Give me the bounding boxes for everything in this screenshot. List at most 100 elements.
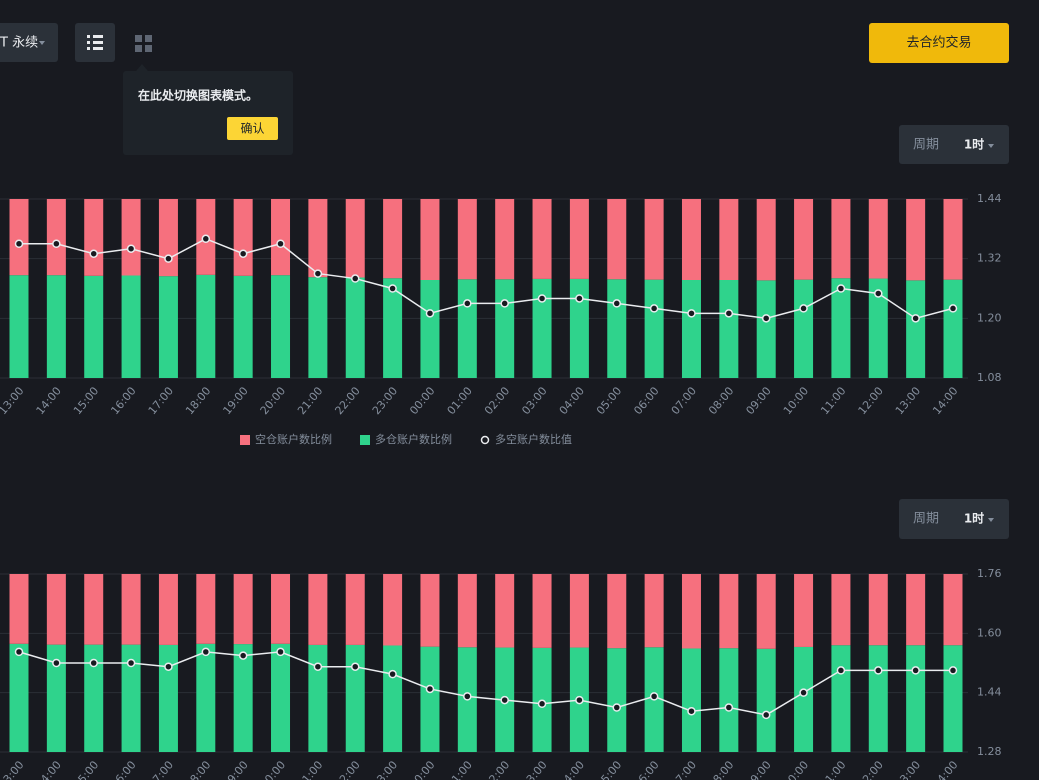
legend-swatch [360,435,370,445]
bar-segment [719,279,739,378]
y-tick-label: 1.44 [977,686,1002,699]
icon [145,35,152,42]
bar-segment [868,574,888,646]
ratio-point [537,699,547,709]
bar-segment [9,574,29,644]
icon [93,41,103,44]
selector-bg [899,125,1009,164]
selector-bg [899,499,1009,539]
bar-segment [121,275,141,378]
tooltip-bg [123,71,293,155]
list-view-button[interactable] [75,23,115,62]
ratio-point [164,254,173,263]
bar-segment [420,199,440,280]
bar-segment [532,574,552,648]
ratio-point [350,274,360,283]
bar-segment [906,574,926,646]
ratio-point [425,684,435,694]
legend-label: 多仓账户数比例 [375,432,452,446]
icon [87,41,90,44]
bar-segment [569,574,589,648]
bar-segment [84,199,104,276]
bar-segment [420,279,440,378]
bar-segment [906,199,926,281]
confirm-button[interactable]: 确认 [227,117,278,140]
bar-segment [271,199,291,276]
bar-segment [719,648,739,752]
bar-segment [345,574,365,645]
bar-segment [794,646,814,752]
period-value: 1时 [964,137,984,152]
bar-segment [457,574,477,648]
ratio-point [761,314,771,323]
ratio-point [126,658,136,668]
contract-dropdown[interactable]: T 永续 [0,23,58,62]
bar-segment [383,199,403,279]
bar-segment [756,574,776,649]
period-selector[interactable]: 周期 1时 [899,499,1009,539]
ratio-point [799,304,808,313]
ratio-point [836,284,846,293]
bar-segment [233,574,253,645]
bar-segment [719,199,739,280]
bar-segment [308,199,328,278]
bar-segment [383,574,403,646]
bar-segment [906,645,926,752]
icon [135,35,142,42]
bar-segment [46,199,66,276]
contract-label: T 永续 [0,36,38,51]
bar-segment [794,199,814,280]
ratio-point [575,294,584,303]
icon [93,35,103,38]
ratio-point [948,304,958,313]
bar-segment [121,574,141,645]
bar-segment [607,279,627,378]
bar-segment [158,644,178,752]
bar-segment [457,199,477,280]
ratio-point [649,304,659,313]
ratio-point [612,703,622,712]
legend-label: 多空账户数比值 [495,432,572,446]
bar-segment [271,275,291,378]
bar-segment [681,279,701,378]
bar-segment [868,199,888,279]
trade-button[interactable]: 去合约交易 [869,23,1009,63]
bar-segment [831,278,851,378]
bar-segment [943,199,963,280]
bar-segment [9,199,29,276]
bar-segment [607,199,627,280]
ratio-point [687,706,696,716]
bar-segment [420,646,440,752]
bar-segment [495,199,515,280]
bar-segment [794,279,814,378]
bar-segment [308,574,328,645]
bar-segment [831,199,851,279]
ratio-point [463,692,472,701]
bar-segment [345,644,365,752]
bar-segment [756,648,776,752]
ratio-point [612,299,622,308]
ratio-point [948,666,958,675]
y-tick-label: 1.60 [977,626,1002,639]
ratio-point [89,249,98,258]
bar-segment [158,574,178,645]
icon [87,35,90,38]
ratio-point [276,647,285,657]
bar-segment [943,574,963,646]
icon [145,45,152,52]
period-value: 1时 [964,511,984,526]
ratio-point [52,239,61,248]
caret [988,144,994,148]
bar-segment [681,574,701,649]
bar-segment [495,279,515,378]
icon [135,45,142,52]
grid-view-button[interactable] [135,35,152,52]
button-label: 确认 [240,122,264,136]
ratio-line [19,237,954,320]
button-bg [869,23,1009,63]
bar-segment [532,199,552,279]
bar-segment [345,277,365,378]
period-selector[interactable]: 周期 1时 [899,125,1009,164]
